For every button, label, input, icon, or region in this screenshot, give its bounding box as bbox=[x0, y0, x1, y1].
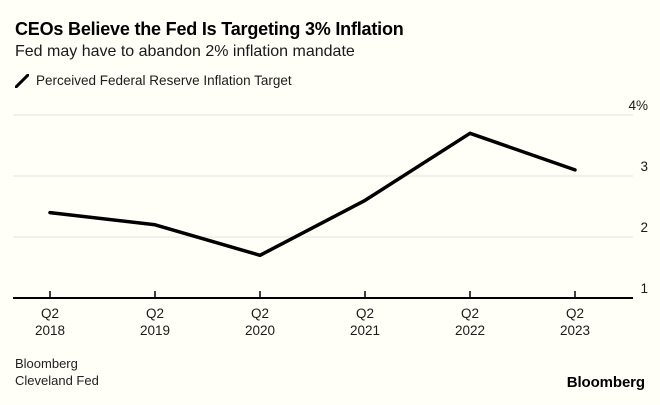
x-tick-label-year: 2023 bbox=[560, 323, 590, 338]
legend-label: Perceived Federal Reserve Inflation Targ… bbox=[36, 73, 292, 88]
x-tick-label-year: 2020 bbox=[245, 323, 275, 338]
x-tick-label-quarter: Q2 bbox=[146, 306, 164, 321]
x-tick-label-year: 2021 bbox=[350, 323, 380, 338]
y-tick-label: 2 bbox=[640, 220, 648, 235]
bloomberg-logo: Bloomberg bbox=[566, 374, 645, 391]
x-tick-label-quarter: Q2 bbox=[251, 306, 269, 321]
x-tick-label-year: 2018 bbox=[35, 323, 65, 338]
x-tick-label-quarter: Q2 bbox=[461, 306, 479, 321]
y-tick-label: 4% bbox=[628, 98, 648, 113]
x-tick-label-quarter: Q2 bbox=[41, 306, 59, 321]
y-tick-label: 3 bbox=[640, 159, 648, 174]
line-series-icon bbox=[15, 73, 29, 88]
legend: Perceived Federal Reserve Inflation Targ… bbox=[15, 73, 292, 88]
x-tick-label-quarter: Q2 bbox=[566, 306, 584, 321]
x-tick-label-quarter: Q2 bbox=[356, 306, 374, 321]
x-tick-label-year: 2022 bbox=[455, 323, 485, 338]
source-line-1: Bloomberg bbox=[15, 356, 78, 371]
y-tick-label: 1 bbox=[640, 281, 648, 296]
source-attribution: Bloomberg Cleveland Fed bbox=[15, 355, 99, 389]
source-line-2: Cleveland Fed bbox=[15, 373, 99, 388]
chart-subtitle: Fed may have to abandon 2% inflation man… bbox=[15, 43, 355, 60]
data-line-perceived-federal-reserve-inflation-target bbox=[48, 131, 577, 258]
chart-title: CEOs Believe the Fed Is Targeting 3% Inf… bbox=[15, 19, 404, 39]
x-tick-label-year: 2019 bbox=[140, 323, 170, 338]
